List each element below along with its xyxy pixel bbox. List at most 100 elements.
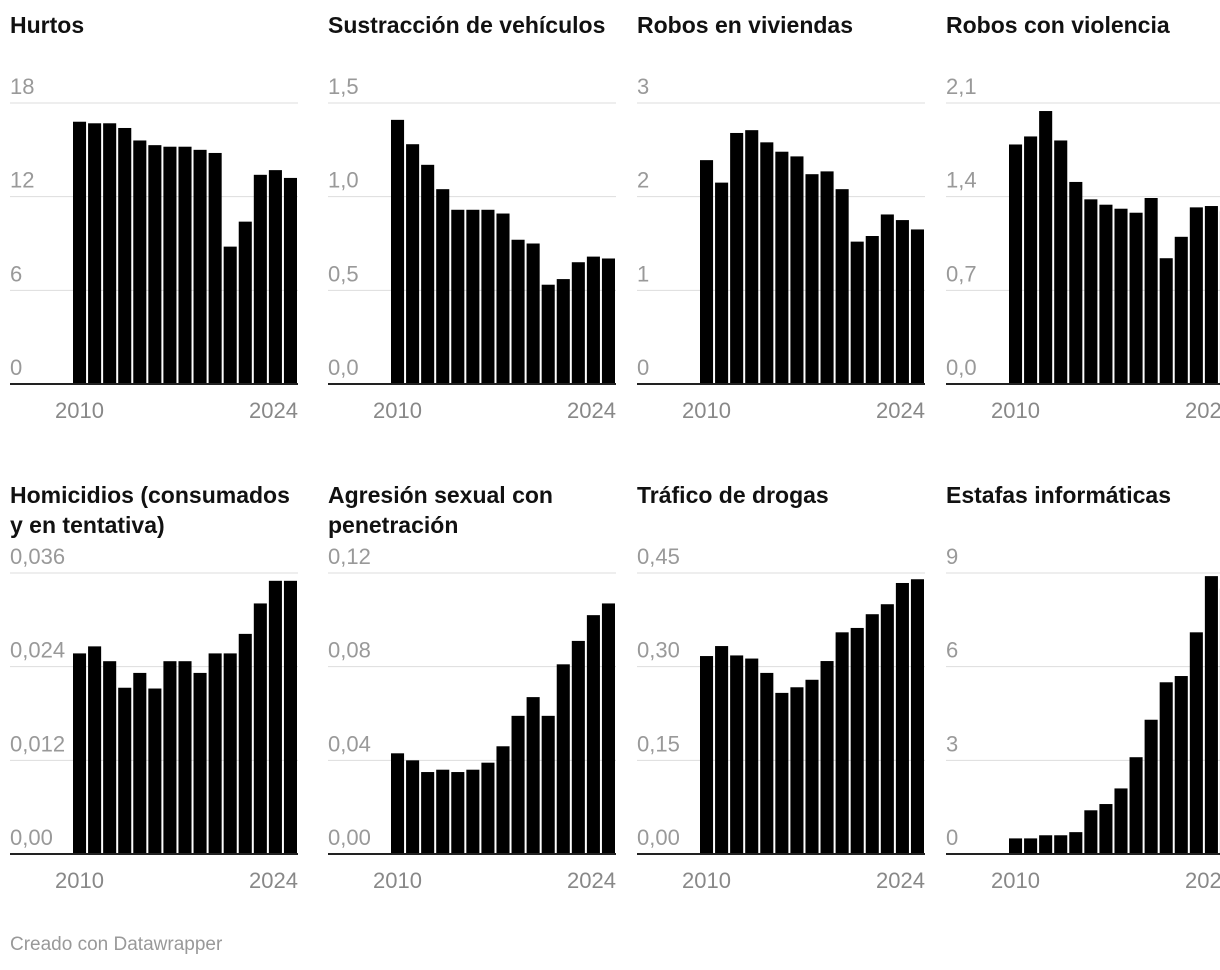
bar-2010	[700, 656, 714, 854]
bar-2022	[571, 262, 585, 384]
bar-2010	[391, 119, 405, 385]
bar-chart: 0,00 0,15 0,30 0,45 2010 2024	[637, 544, 925, 893]
bar-2021	[1174, 676, 1188, 854]
bar-2017	[805, 174, 819, 384]
bar-2022	[253, 174, 267, 384]
bar-2020	[541, 715, 555, 854]
x-tick-label: 2010	[55, 398, 104, 423]
y-tick-label: 0,08	[328, 638, 371, 663]
bar-2015	[466, 209, 480, 384]
bar-2017	[178, 661, 192, 854]
bar-2018	[820, 661, 834, 854]
y-tick-label: 0	[946, 825, 958, 850]
bar-2011	[88, 123, 102, 384]
x-tick-label: 2024	[567, 398, 616, 423]
bar-2021	[556, 279, 570, 384]
bar-2021	[865, 614, 879, 854]
chart-title: Hurtos	[10, 12, 85, 38]
bar-2020	[850, 627, 864, 854]
credit-text: Creado con Datawrapper	[10, 934, 223, 955]
bar-2011	[1024, 838, 1038, 854]
x-tick-label: 2010	[991, 398, 1040, 423]
y-tick-label: 1,0	[328, 168, 359, 193]
y-tick-label: 0,0	[328, 355, 359, 380]
bar-2019	[1144, 198, 1158, 384]
bar-2014	[451, 772, 465, 854]
y-tick-label: 0,7	[946, 261, 977, 286]
bar-2016	[790, 156, 804, 384]
bar-2018	[820, 171, 834, 384]
bar-2014	[133, 672, 147, 854]
bar-2016	[1099, 804, 1113, 854]
x-tick-label: 2024	[567, 868, 616, 893]
bar-2017	[1114, 788, 1128, 854]
chart-title: Robos en viviendas	[637, 12, 854, 38]
y-tick-label: 0	[10, 355, 22, 380]
chart-panel-sustraccion-de-vehiculos: Sustracción de vehículos 0,0 0,5 1,0 1,5 2010…	[328, 0, 628, 440]
y-tick-label: 3	[637, 74, 649, 99]
bar-2021	[1174, 236, 1188, 384]
bar-2015	[1084, 199, 1098, 384]
bar-2023	[586, 615, 600, 854]
bar-2014	[133, 140, 147, 384]
bar-2019	[526, 697, 540, 854]
bar-2020	[1159, 258, 1173, 384]
x-tick-label: 2010	[991, 868, 1040, 893]
bar-2016	[163, 661, 177, 854]
bar-2019	[526, 243, 540, 384]
bar-2022	[880, 604, 894, 854]
bar-2013	[436, 189, 450, 384]
x-tick-label: 2010	[682, 398, 731, 423]
x-tick-label: 2010	[373, 398, 422, 423]
chart-panel-robos-en-viviendas: Robos en viviendas 0 1 2 3 2010 2024	[637, 0, 937, 440]
chart-panel-robos-con-violencia: Robos con violencia 0,0 0,7 1,4 2,1 2010 2024	[946, 0, 1220, 440]
bar-2013	[118, 687, 132, 854]
chart-title: Homicidios (consumados y en tentativa)	[10, 482, 290, 538]
bar-2013	[745, 658, 759, 854]
bar-2023	[895, 582, 909, 854]
y-tick-label: 0,00	[637, 825, 680, 850]
y-tick-label: 0,45	[637, 544, 680, 569]
bar-2015	[775, 151, 789, 384]
bar-2021	[238, 221, 252, 384]
bar-2024	[601, 603, 615, 854]
bar-2012	[730, 132, 744, 384]
chart-panel-agresion-sexual-con-penetracion: Agresión sexual con penetración 0,00 0,04 0…	[328, 470, 628, 910]
bar-2014	[1069, 181, 1083, 384]
bar-2016	[481, 762, 495, 854]
y-tick-label: 1	[637, 261, 649, 286]
y-tick-label: 0,00	[10, 825, 53, 850]
bar-2013	[118, 127, 132, 384]
bar-2024	[910, 229, 924, 384]
bar-2024	[283, 580, 297, 854]
bar-2022	[571, 640, 585, 854]
y-tick-label: 0,12	[328, 544, 371, 569]
bar-2019	[208, 653, 222, 854]
bar-2018	[1129, 757, 1143, 854]
bar-chart: 0,0 0,7 1,4 2,1 2010 2024	[946, 74, 1220, 423]
bar-2015	[466, 769, 480, 854]
y-tick-label: 0,024	[10, 638, 65, 663]
bar-2011	[406, 760, 420, 854]
y-tick-label: 0,012	[10, 731, 65, 756]
y-tick-label: 3	[946, 731, 958, 756]
bar-2012	[103, 123, 117, 384]
bar-2015	[1084, 810, 1098, 854]
bar-2018	[1129, 212, 1143, 384]
y-tick-label: 12	[10, 168, 34, 193]
chart-title: Estafas informáticas	[946, 482, 1171, 508]
bar-2010	[1009, 838, 1023, 854]
bar-2023	[586, 256, 600, 384]
bar-2011	[88, 646, 102, 854]
bar-2017	[1114, 208, 1128, 384]
bar-2017	[805, 679, 819, 854]
bar-2013	[745, 130, 759, 384]
bar-2022	[1189, 632, 1203, 854]
x-tick-label: 2024	[249, 398, 298, 423]
bar-2012	[421, 772, 435, 854]
y-tick-label: 6	[946, 638, 958, 663]
y-tick-label: 18	[10, 74, 34, 99]
bar-2012	[103, 661, 117, 854]
bar-2018	[193, 672, 207, 854]
chart-title: Sustracción de vehículos	[328, 12, 606, 38]
